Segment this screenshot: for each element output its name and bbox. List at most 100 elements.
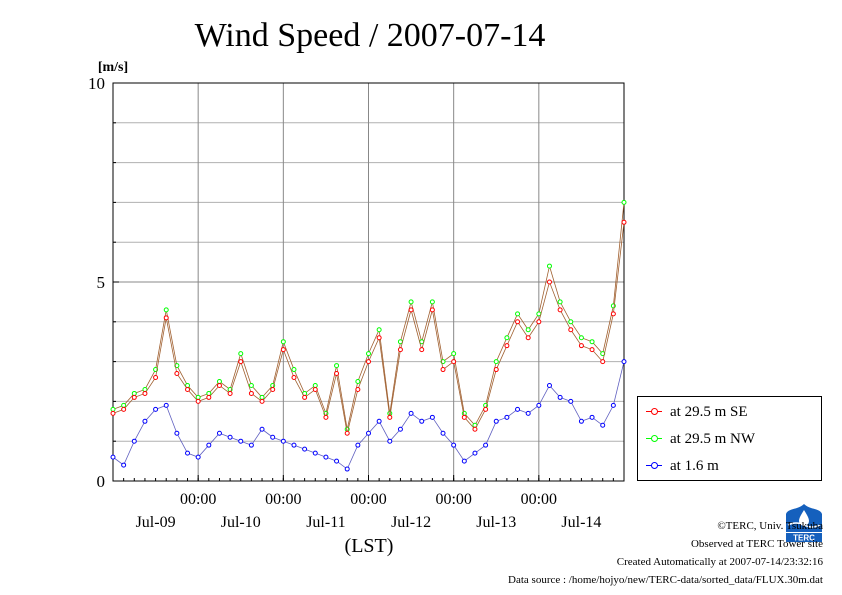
data-point: [291, 375, 297, 381]
y-axis-unit: [m/s]: [98, 60, 128, 75]
x-date-label: Jul-12: [391, 514, 431, 531]
legend: at 29.5 m SE at 29.5 m NW at 1.6 m: [637, 396, 822, 481]
y-tick-label: 5: [97, 273, 106, 292]
data-point: [408, 410, 414, 416]
data-point: [259, 398, 265, 404]
data-point: [270, 434, 276, 440]
data-point: [472, 426, 478, 432]
data-point: [185, 386, 191, 392]
data-point: [302, 394, 308, 400]
data-point: [515, 406, 521, 412]
x-tick-label: 00:00: [435, 491, 471, 508]
data-point: [206, 442, 212, 448]
data-point: [504, 414, 510, 420]
data-point: [291, 367, 297, 373]
data-point: [121, 462, 127, 468]
data-point: [131, 390, 137, 396]
data-point: [610, 311, 616, 317]
data-point: [589, 347, 595, 353]
data-point: [110, 454, 116, 460]
data-point: [344, 430, 350, 436]
data-point: [259, 426, 265, 432]
data-point: [546, 382, 552, 388]
svg-text:TERC: TERC: [793, 534, 815, 543]
legend-swatch-se: [646, 402, 662, 422]
data-point: [461, 458, 467, 464]
data-point: [185, 450, 191, 456]
data-point: [397, 347, 403, 353]
data-point: [163, 402, 169, 408]
data-point: [525, 410, 531, 416]
x-date-label: Jul-09: [136, 514, 176, 531]
data-point: [195, 394, 201, 400]
data-point: [227, 434, 233, 440]
data-point: [557, 394, 563, 400]
data-point: [472, 450, 478, 456]
data-point: [355, 386, 361, 392]
data-point: [280, 438, 286, 444]
data-point: [461, 414, 467, 420]
data-point: [376, 418, 382, 424]
data-point: [110, 406, 116, 412]
data-point: [366, 430, 371, 436]
credit-source: Data source : /home/hojyo/new/TERC-data/…: [508, 574, 823, 586]
data-point: [600, 422, 606, 428]
x-date-label: Jul-10: [221, 514, 261, 531]
x-axis-label: (LST): [345, 535, 394, 557]
legend-swatch-nw: [646, 429, 662, 449]
data-point: [387, 414, 393, 420]
data-point: [312, 386, 318, 392]
x-tick-label: 00:00: [180, 491, 216, 508]
data-point: [291, 442, 297, 448]
data-point: [174, 430, 180, 436]
data-point: [366, 359, 371, 365]
data-point: [323, 454, 329, 460]
data-point: [536, 319, 542, 325]
data-point: [451, 442, 457, 448]
data-point: [387, 438, 393, 444]
data-point: [153, 406, 159, 412]
data-point: [163, 315, 169, 321]
data-point: [238, 359, 244, 365]
data-point: [355, 442, 361, 448]
data-point: [483, 442, 489, 448]
data-point: [312, 450, 318, 456]
data-point: [568, 398, 574, 404]
data-point: [121, 402, 127, 408]
data-point: [578, 335, 584, 341]
data-point: [121, 406, 127, 412]
data-point: [451, 351, 457, 357]
data-point: [504, 335, 510, 341]
data-point: [366, 351, 371, 357]
legend-label-se: at 29.5 m SE: [670, 403, 748, 420]
data-point: [493, 359, 499, 365]
data-point: [270, 386, 276, 392]
data-point: [525, 335, 531, 341]
data-point: [142, 418, 148, 424]
data-point: [344, 466, 350, 472]
data-point: [568, 327, 574, 333]
data-point: [525, 327, 531, 333]
data-point: [238, 438, 244, 444]
data-point: [429, 299, 435, 305]
data-point: [546, 279, 552, 285]
data-point: [174, 371, 180, 377]
data-point: [238, 351, 244, 357]
data-point: [419, 418, 425, 424]
data-point: [429, 414, 435, 420]
x-date-label: Jul-14: [561, 514, 601, 531]
data-point: [440, 430, 446, 436]
data-point: [610, 402, 616, 408]
series-2: [110, 359, 627, 472]
data-point: [493, 367, 499, 373]
data-point: [334, 458, 340, 464]
data-point: [408, 299, 414, 305]
data-point: [451, 359, 457, 365]
credit-created: Created Automatically at 2007-07-14/23:3…: [616, 556, 823, 568]
data-point: [216, 430, 222, 436]
series-group: [110, 199, 627, 472]
data-point: [248, 390, 254, 396]
data-point: [131, 438, 137, 444]
credit-copyright: ©TERC, Univ. Tsukuba: [717, 520, 823, 532]
